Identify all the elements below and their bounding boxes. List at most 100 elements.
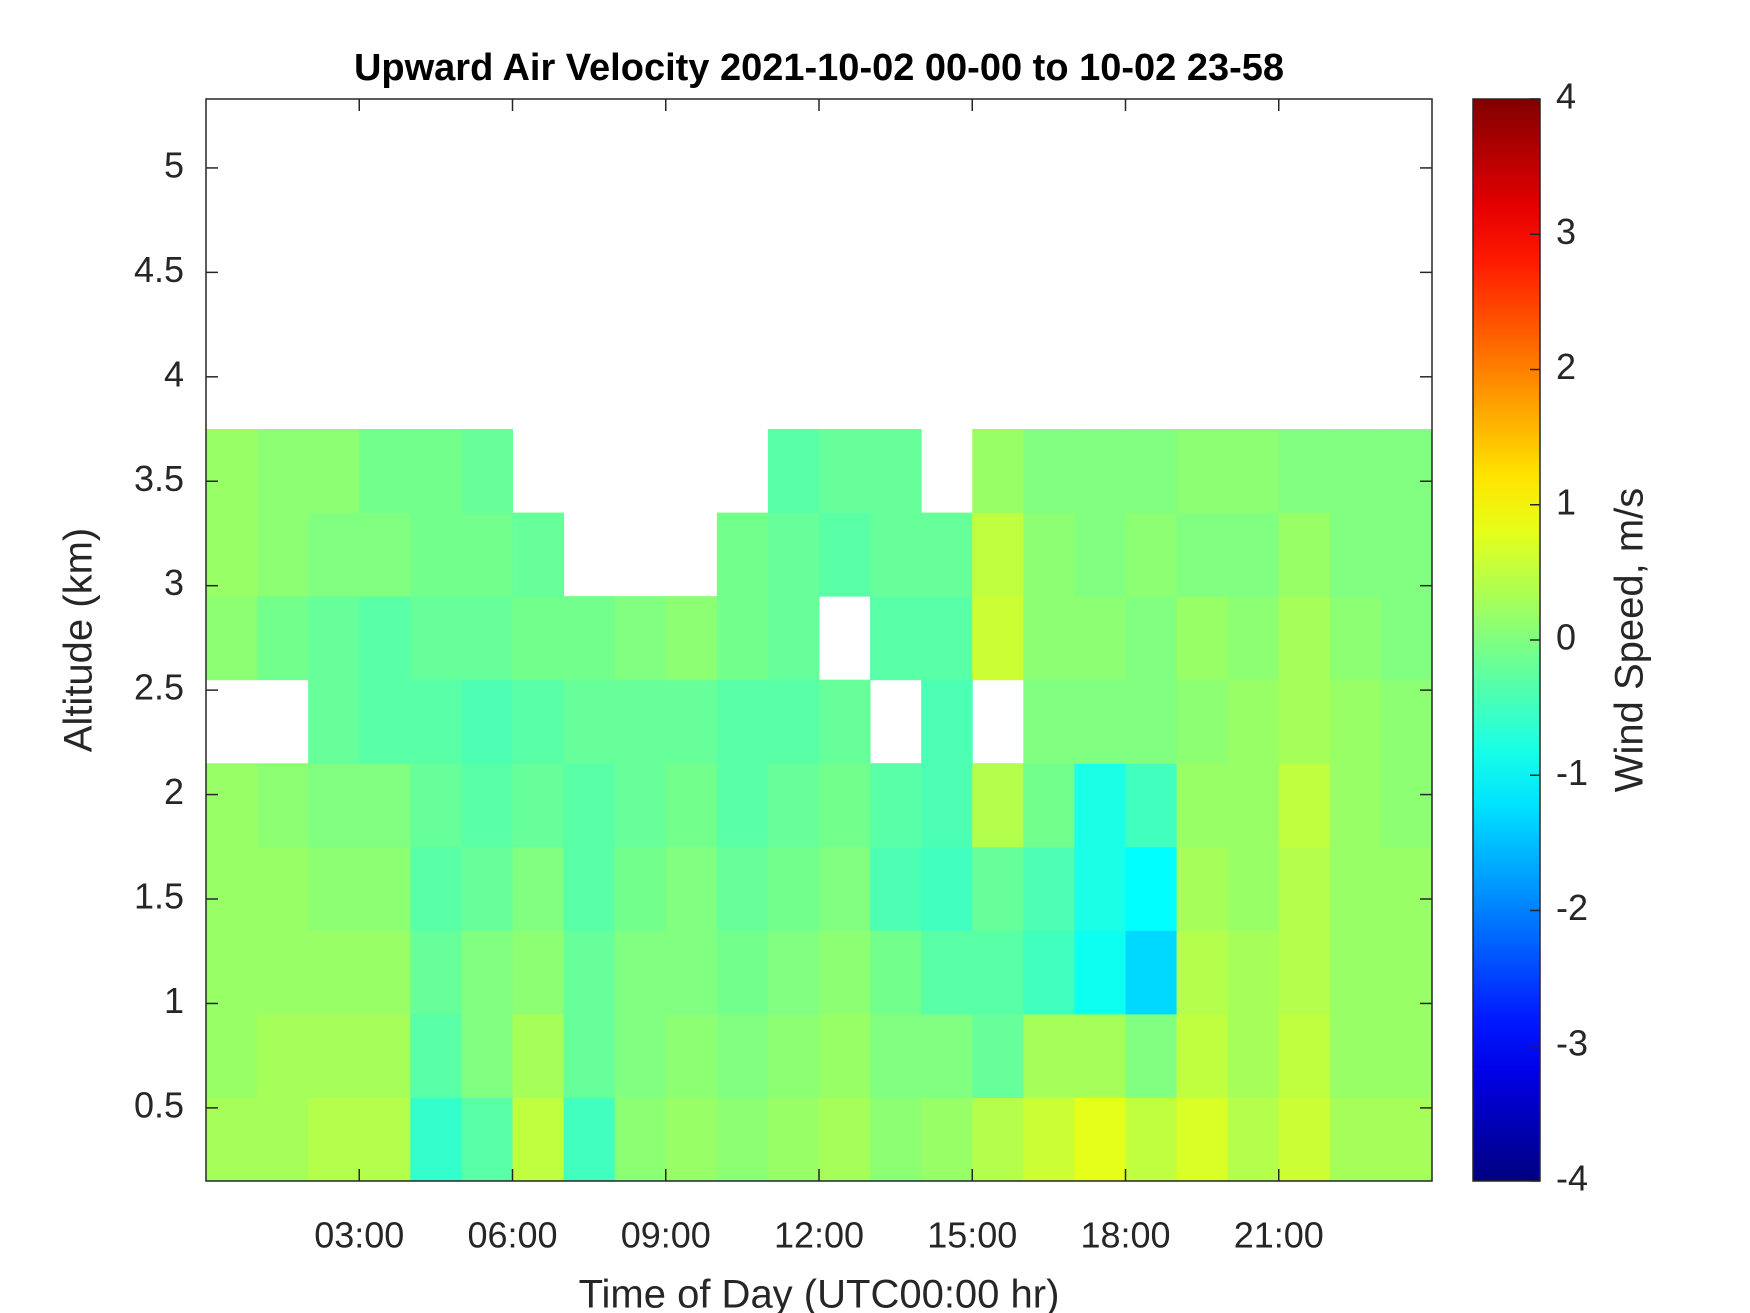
heatmap-cell — [716, 1097, 769, 1182]
heatmap-cell — [921, 846, 973, 931]
heatmap-cell — [410, 429, 462, 514]
heatmap-cell — [1074, 846, 1126, 931]
heatmap-cell — [1074, 679, 1126, 764]
heatmap-cell — [665, 846, 718, 931]
y-tick-label: 2 — [164, 771, 184, 812]
heatmap-cell — [1278, 679, 1331, 764]
heatmap-cell — [1227, 1013, 1280, 1098]
heatmap-cell — [870, 846, 922, 931]
heatmap-cell — [512, 679, 565, 764]
heatmap-cell — [1380, 930, 1433, 1015]
heatmap-cell — [1176, 930, 1229, 1015]
heatmap-cell — [1023, 846, 1075, 931]
heatmap-cell — [921, 763, 973, 848]
heatmap-cell — [1074, 512, 1126, 597]
heatmap-cell — [512, 1013, 565, 1098]
heatmap-cell — [1176, 846, 1229, 931]
heatmap-cell — [563, 930, 616, 1015]
heatmap-cell — [614, 930, 667, 1015]
heatmap-cell — [1278, 429, 1331, 514]
heatmap-cell — [461, 512, 513, 597]
heatmap-cell — [1125, 1013, 1178, 1098]
heatmap-cell — [665, 679, 718, 764]
heatmap-cell — [206, 846, 258, 931]
heatmap-cell — [1125, 512, 1178, 597]
heatmap-cell — [1023, 763, 1075, 848]
colorbar — [1472, 98, 1541, 1182]
heatmap-cell — [1227, 846, 1280, 931]
heatmap-cell — [563, 1013, 616, 1098]
heatmap-cell — [410, 1097, 462, 1182]
heatmap-cell — [563, 679, 616, 764]
colorbar-tick-label: 2 — [1556, 346, 1576, 387]
heatmap-cell — [767, 429, 820, 514]
y-tick-label: 3 — [164, 562, 184, 603]
heatmap-cell — [767, 1013, 820, 1098]
heatmap-cell — [359, 930, 411, 1015]
heatmap-cell — [870, 512, 922, 597]
colorbar-tick-label: 1 — [1556, 481, 1576, 522]
heatmap-cell — [819, 429, 871, 514]
heatmap-cell — [461, 679, 513, 764]
heatmap-cell — [563, 596, 616, 681]
heatmap-cell — [972, 846, 1024, 931]
heatmap-cell — [1176, 763, 1229, 848]
heatmap-cell — [1125, 930, 1178, 1015]
heatmap-cell — [410, 512, 462, 597]
heatmap-cell — [1023, 429, 1075, 514]
heatmap-cell — [614, 1013, 667, 1098]
heatmap-cell — [614, 596, 667, 681]
heatmap-cell — [410, 763, 462, 848]
heatmap-cell — [819, 846, 871, 931]
heatmap-cell — [359, 596, 411, 681]
heatmap-cell — [410, 1013, 462, 1098]
y-tick-label: 5 — [164, 144, 184, 185]
heatmap-cell — [819, 1097, 871, 1182]
heatmap-cell — [1125, 429, 1178, 514]
colorbar-tick-label: -3 — [1556, 1022, 1588, 1063]
heatmap-cell — [461, 846, 513, 931]
heatmap-cell — [1176, 429, 1229, 514]
heatmap-cell — [921, 1013, 973, 1098]
heatmap-cell — [614, 679, 667, 764]
heatmap-cell — [308, 763, 360, 848]
colorbar-tick-label: -1 — [1556, 752, 1588, 793]
heatmap-cell — [665, 1013, 718, 1098]
heatmap-cell — [1227, 1097, 1280, 1182]
heatmap-cell — [716, 930, 769, 1015]
heatmap-cell — [410, 596, 462, 681]
y-tick-label: 1 — [164, 980, 184, 1021]
heatmap-cell — [461, 429, 513, 514]
heatmap-cell — [716, 763, 769, 848]
heatmap-cell — [870, 1013, 922, 1098]
heatmap-cell — [1278, 930, 1331, 1015]
heatmap-cell — [716, 679, 769, 764]
heatmap-cell — [1074, 1013, 1126, 1098]
heatmap-cell — [767, 846, 820, 931]
heatmap-cell — [1125, 1097, 1178, 1182]
y-axis-label: Altitude (km) — [57, 528, 101, 753]
heatmap-cell — [1176, 512, 1229, 597]
heatmap-cell — [410, 679, 462, 764]
heatmap-cell — [563, 763, 616, 848]
heatmap-cell — [206, 596, 258, 681]
heatmap-cell — [1380, 596, 1433, 681]
heatmap-cell — [308, 1097, 360, 1182]
heatmap-cell — [1329, 679, 1382, 764]
heatmap-cell — [1380, 679, 1433, 764]
heatmap-cell — [1278, 1013, 1331, 1098]
heatmap-cell — [308, 429, 360, 514]
heatmap-cell — [206, 763, 258, 848]
heatmap-cell — [257, 512, 309, 597]
heatmap-cell — [1329, 763, 1382, 848]
heatmap-cell — [1176, 1097, 1229, 1182]
heatmap-cell — [257, 930, 309, 1015]
heatmap-cell — [767, 1097, 820, 1182]
heatmap-cell — [921, 1097, 973, 1182]
heatmap-cell — [1278, 596, 1331, 681]
heatmap-cell — [1227, 930, 1280, 1015]
heatmap-cell — [972, 763, 1024, 848]
colorbar-tick-label: 3 — [1556, 211, 1576, 252]
heatmap-cell — [206, 429, 258, 514]
heatmap-cell — [1329, 846, 1382, 931]
